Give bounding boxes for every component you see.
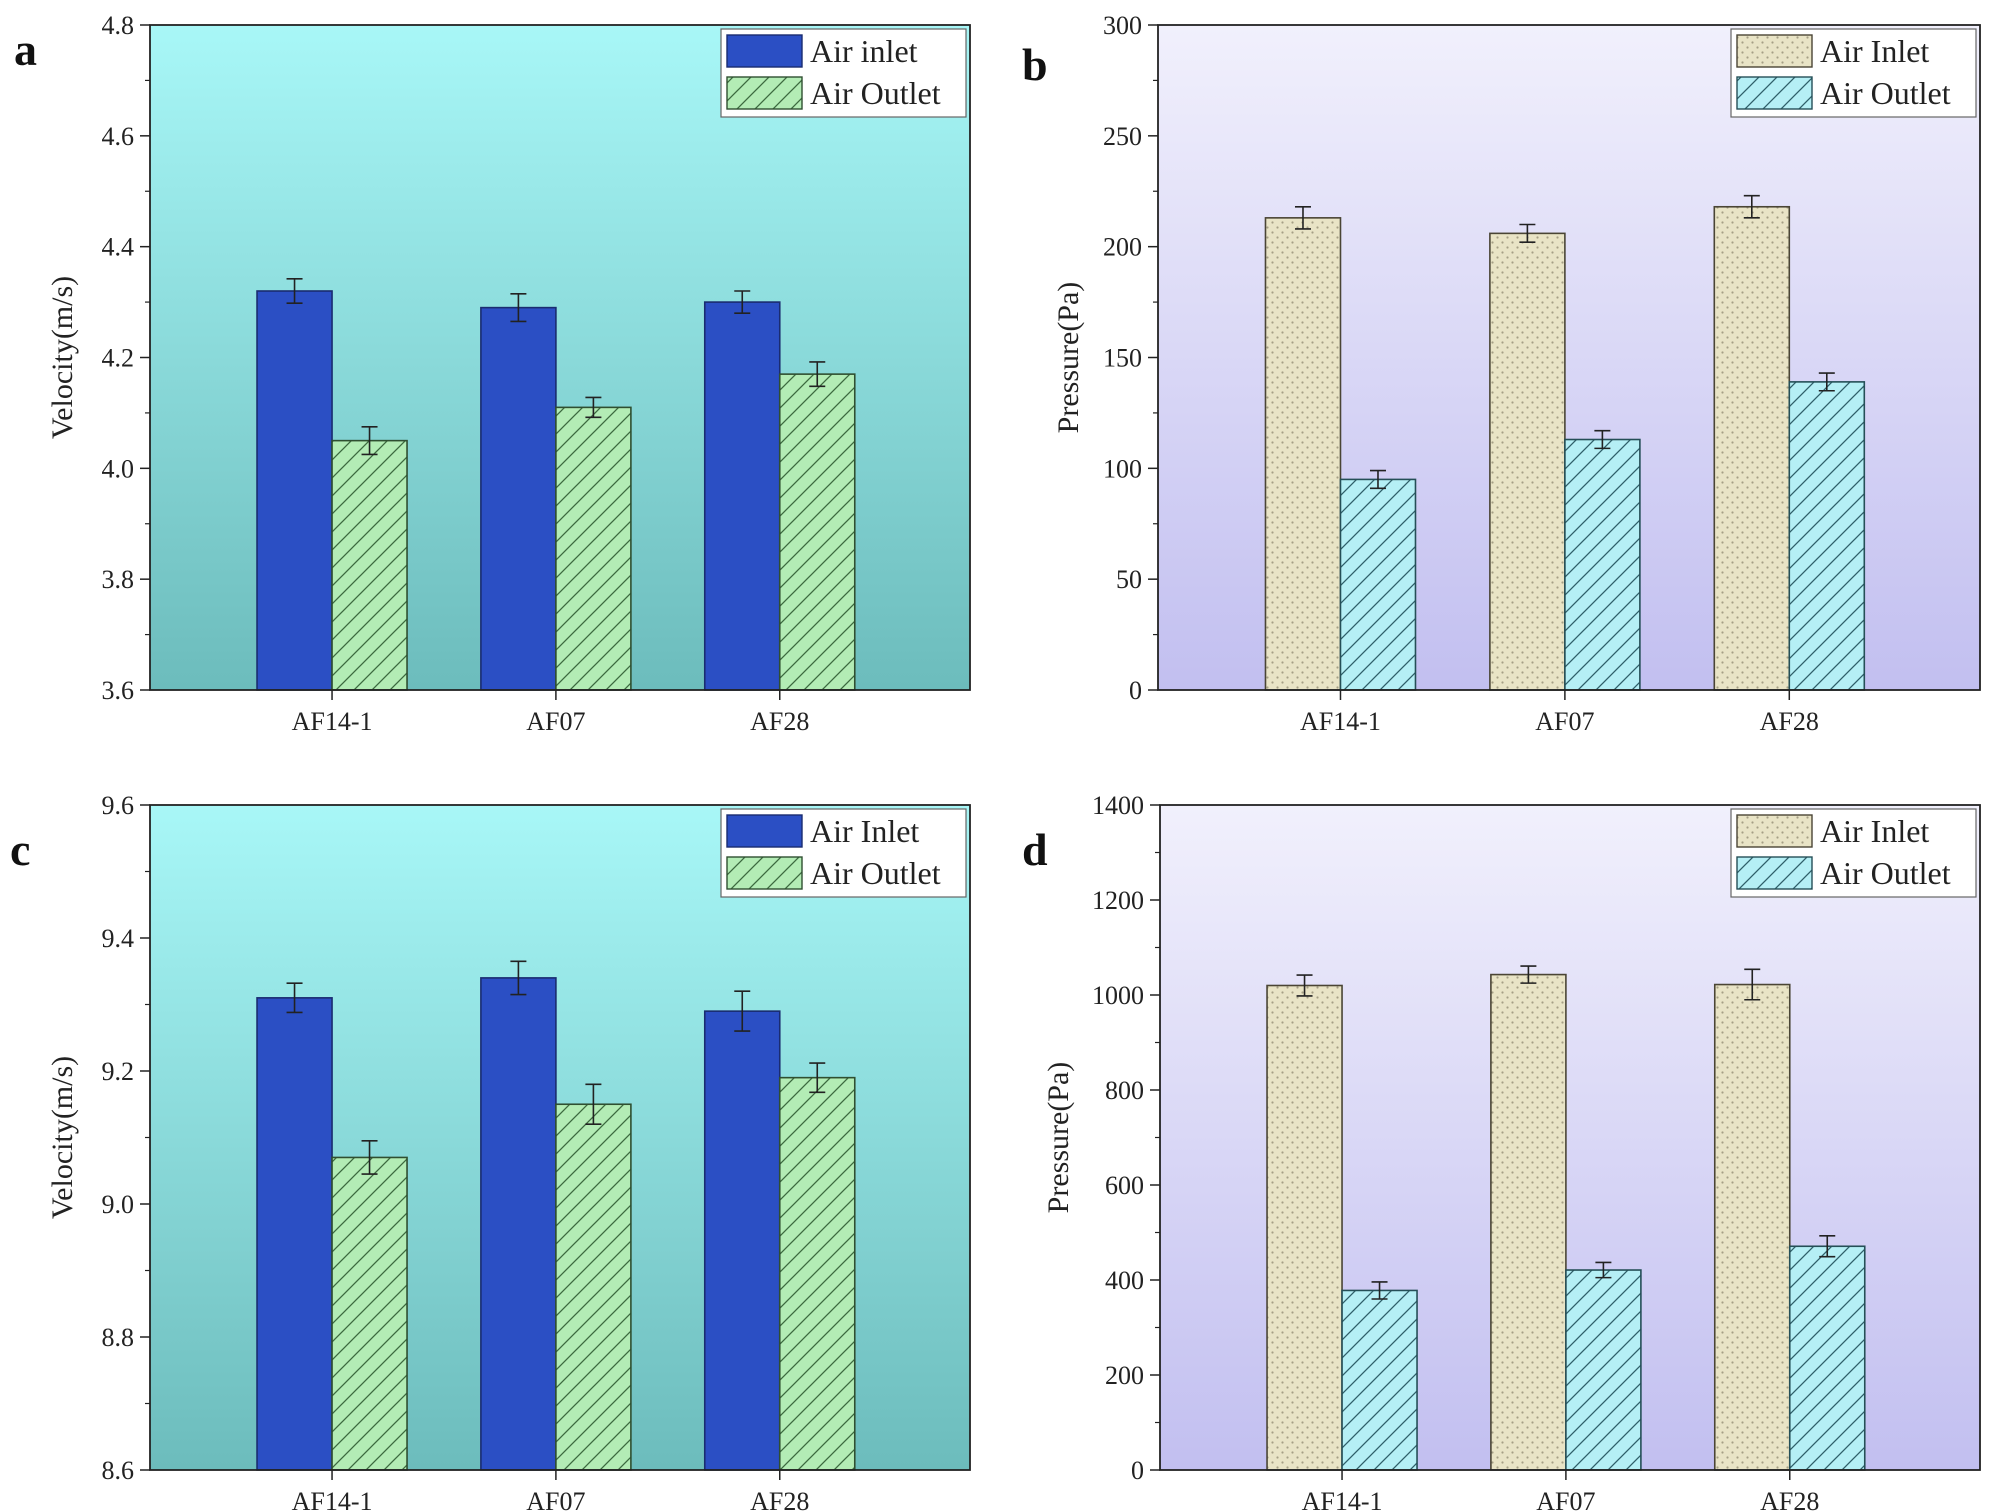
bar-c-AF14-1-air-outlet: [331, 1156, 408, 1471]
bar-a-AF14-1-air-inlet: [256, 290, 333, 691]
panel-letter: c: [10, 824, 30, 875]
y-axis-label: Velocity(m/s): [46, 276, 79, 439]
x-tick-label: AF14-1: [1300, 707, 1381, 736]
chart-panel-d: d 0 200 400 600 800 1000 1200 1400 Pressure(Pa) AF…: [1022, 791, 1981, 1511]
y-tick-label: 1200: [1092, 886, 1144, 915]
bar-c-AF28-air-inlet: [703, 1010, 781, 1471]
bar-b-AF14-1-air-inlet: [1264, 217, 1342, 691]
plot-frame: [149, 24, 971, 691]
y-tick-label: 4.0: [102, 454, 135, 483]
y-tick-label: 250: [1103, 122, 1142, 151]
y-axis-label: Pressure(Pa): [1042, 1062, 1075, 1214]
y-tick-label: 8.6: [102, 1456, 135, 1485]
y-tick-label: 9.6: [102, 791, 135, 820]
legend-swatch: [726, 856, 803, 890]
bar-c-AF14-1-air-inlet: [256, 997, 333, 1471]
bar-d-AF07-air-outlet: [1565, 1269, 1642, 1471]
bar-d-AF28-air-inlet: [1713, 983, 1791, 1471]
y-tick-label: 1000: [1092, 981, 1144, 1010]
y-tick-label: 300: [1103, 11, 1142, 40]
panel-letter: a: [14, 24, 37, 75]
legend-label: Air Inlet: [1820, 813, 1929, 849]
x-tick-label: AF14-1: [292, 707, 373, 736]
plot-frame: [1159, 804, 1981, 1471]
legend-label: Air Outlet: [1820, 75, 1951, 111]
legend-label: Air inlet: [810, 33, 918, 69]
bar-a-AF28-air-outlet: [778, 373, 856, 691]
x-tick-label: AF28: [1760, 1487, 1819, 1511]
y-tick-label: 9.2: [102, 1057, 135, 1086]
y-tick-label: 800: [1105, 1076, 1144, 1105]
y-tick-label: 600: [1105, 1171, 1144, 1200]
bar-d-AF14-1-air-inlet: [1266, 984, 1343, 1471]
x-tick-label: AF28: [750, 707, 809, 736]
legend-swatch: [1736, 76, 1813, 110]
y-tick-label: 150: [1103, 344, 1142, 373]
panel-letter: d: [1022, 824, 1048, 875]
y-tick-label: 4.8: [102, 11, 135, 40]
legend-label: Air Outlet: [810, 855, 941, 891]
y-tick-label: 3.8: [102, 565, 135, 594]
y-tick-label: 50: [1116, 565, 1142, 594]
x-tick-label: AF07: [526, 1487, 585, 1511]
bar-a-AF07-air-inlet: [480, 306, 557, 691]
bar-b-AF07-air-inlet: [1489, 232, 1566, 691]
x-tick-label: AF07: [1536, 1487, 1595, 1511]
bar-a-AF14-1-air-outlet: [331, 439, 408, 691]
bar-d-AF28-air-outlet: [1788, 1245, 1866, 1471]
plot-frame: [1157, 24, 1981, 691]
bar-c-AF28-air-outlet: [778, 1076, 856, 1471]
y-tick-label: 0: [1131, 1456, 1144, 1485]
y-axis-label: Velocity(m/s): [46, 1056, 79, 1219]
y-tick-label: 3.6: [102, 676, 135, 705]
legend-swatch: [1736, 34, 1813, 68]
legend-label: Air Outlet: [810, 75, 941, 111]
y-tick-label: 9.4: [102, 924, 135, 953]
chart-panel-b: b 0 50 100 150 200 250 300 Pressure(Pa) AF14-1 AF0…: [1022, 11, 1981, 736]
legend-label: Air Inlet: [1820, 33, 1929, 69]
x-tick-label: AF07: [526, 707, 585, 736]
y-tick-label: 8.8: [102, 1323, 135, 1352]
legend-swatch: [726, 34, 803, 68]
y-tick-label: 200: [1105, 1361, 1144, 1390]
bar-c-AF07-air-inlet: [480, 977, 557, 1471]
chart-panel-c: c 8.6 8.8 9.0 9.2 9.4 9.6 Velocity(m/s) AF14-1 AF…: [10, 791, 971, 1511]
x-tick-label: AF28: [1760, 707, 1819, 736]
x-tick-label: AF07: [1535, 707, 1594, 736]
y-tick-label: 4.2: [102, 344, 135, 373]
y-tick-label: 4.4: [102, 233, 135, 262]
legend-swatch: [726, 814, 803, 848]
bar-b-AF14-1-air-outlet: [1339, 478, 1417, 691]
x-tick-label: AF14-1: [1302, 1487, 1383, 1511]
bar-d-AF07-air-inlet: [1490, 973, 1567, 1471]
legend-label: Air Inlet: [810, 813, 919, 849]
y-axis-label: Pressure(Pa): [1052, 282, 1085, 434]
y-tick-label: 0: [1129, 676, 1142, 705]
bar-b-AF28-air-inlet: [1713, 205, 1791, 691]
y-tick-label: 100: [1103, 454, 1142, 483]
chart-panel-a: a 3.6 3.8 4.0 4.2 4.4 4.6 4.8 Velocity(m/s) AF14-…: [14, 11, 971, 736]
bar-b-AF07-air-outlet: [1564, 438, 1641, 691]
plot-frame: [149, 804, 971, 1471]
bar-b-AF28-air-outlet: [1788, 381, 1866, 691]
y-tick-label: 1400: [1092, 791, 1144, 820]
legend-swatch: [726, 76, 803, 110]
y-tick-label: 4.6: [102, 122, 135, 151]
y-tick-label: 400: [1105, 1266, 1144, 1295]
bar-d-AF14-1-air-outlet: [1341, 1289, 1418, 1471]
panel-letter: b: [1022, 39, 1048, 90]
legend-swatch: [1736, 814, 1813, 848]
bar-a-AF07-air-outlet: [555, 406, 632, 691]
x-tick-label: AF28: [750, 1487, 809, 1511]
x-tick-label: AF14-1: [292, 1487, 373, 1511]
bar-a-AF28-air-inlet: [703, 301, 781, 691]
legend-label: Air Outlet: [1820, 855, 1951, 891]
bar-c-AF07-air-outlet: [555, 1103, 632, 1471]
legend-swatch: [1736, 856, 1813, 890]
y-tick-label: 9.0: [102, 1190, 135, 1219]
y-tick-label: 200: [1103, 233, 1142, 262]
